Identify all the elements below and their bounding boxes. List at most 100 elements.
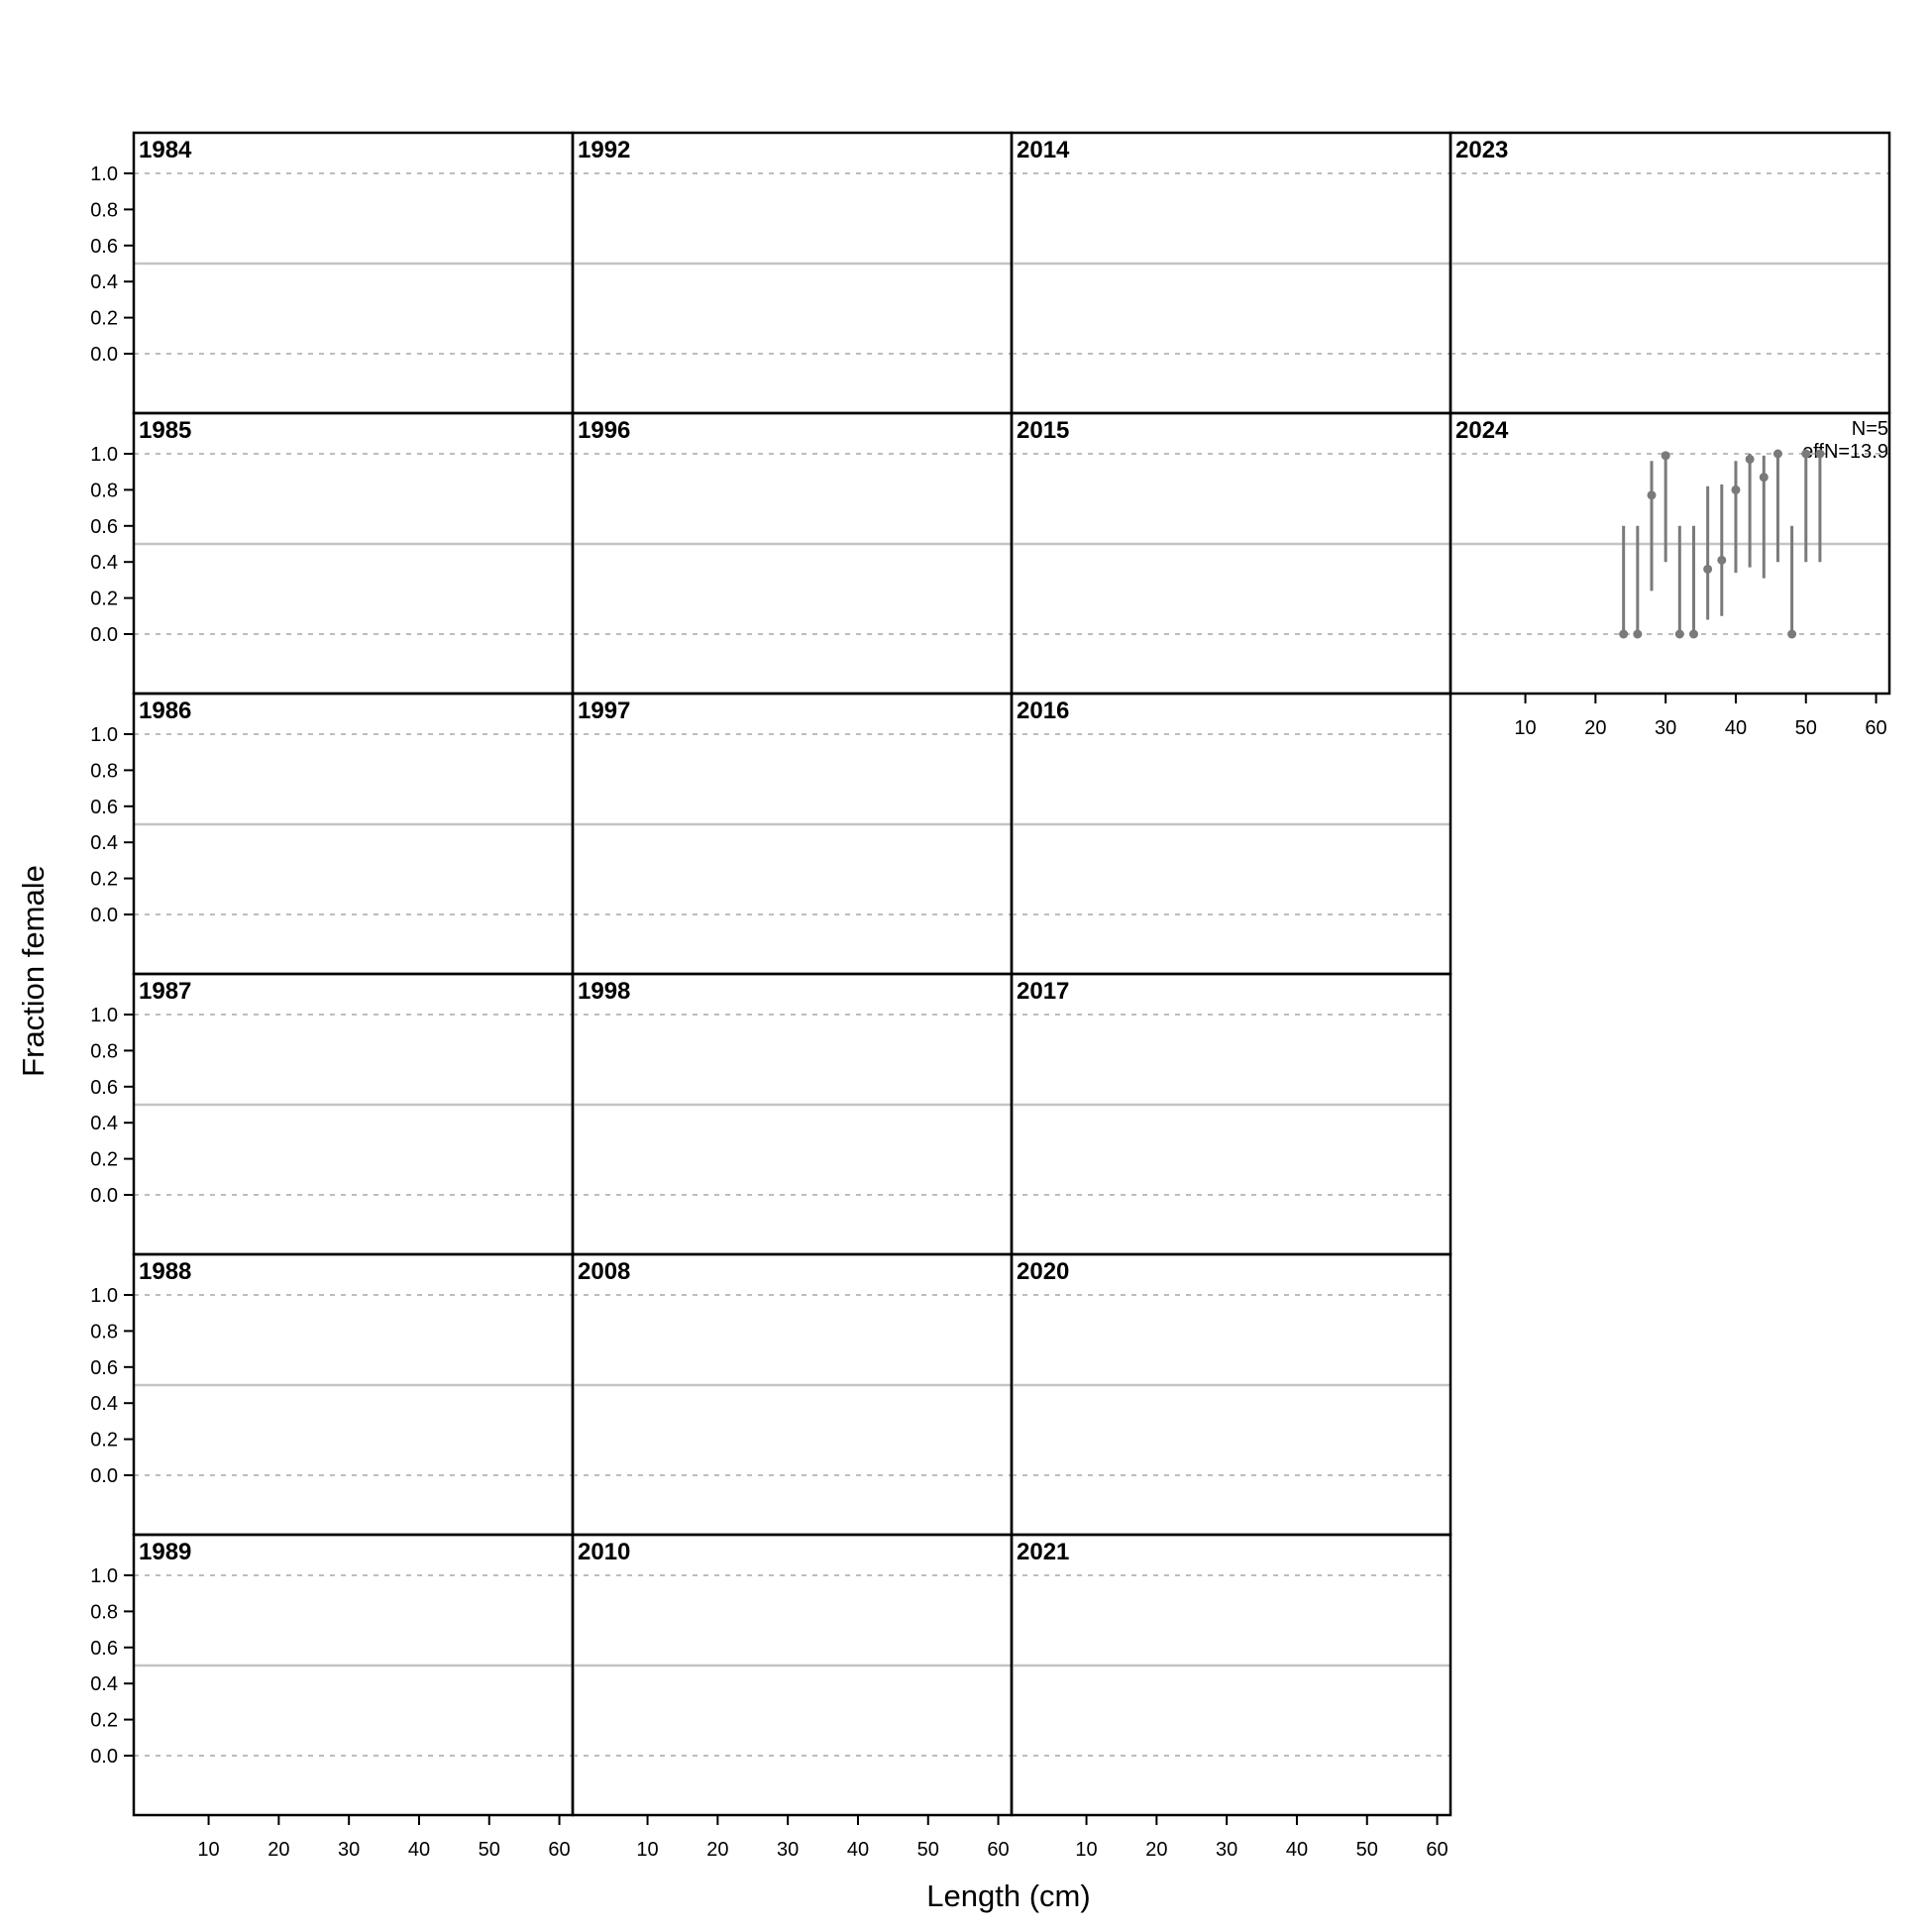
x-tick-label: 40 — [408, 1839, 430, 1861]
panel-year-label: 1992 — [578, 137, 630, 163]
x-tick-label: 10 — [197, 1839, 219, 1861]
y-tick-label: 0.2 — [90, 589, 118, 610]
panel-year-label: 2010 — [578, 1539, 630, 1565]
data-point — [1717, 555, 1727, 565]
y-tick-label: 1.0 — [90, 724, 118, 746]
data-point — [1619, 629, 1629, 639]
x-tick-label: 50 — [1356, 1839, 1378, 1861]
panel-1984: 1984 0.0 0.2 0.4 0.6 0.8 1.0 — [90, 131, 575, 415]
data-point — [1731, 484, 1741, 494]
panel-year-label: 1987 — [139, 978, 191, 1005]
x-tick-label: 50 — [1795, 717, 1817, 739]
x-tick-label: 30 — [1216, 1839, 1237, 1861]
x-tick-label: 60 — [1426, 1839, 1448, 1861]
x-tick-label: 10 — [636, 1839, 658, 1861]
y-tick-label: 0.6 — [90, 797, 118, 818]
data-point — [1661, 451, 1670, 461]
panel-year-label: 2024 — [1455, 417, 1509, 444]
x-tick-label: 30 — [338, 1839, 360, 1861]
x-tick-label: 30 — [777, 1839, 799, 1861]
panel-frame — [571, 131, 1014, 415]
panel-frame — [571, 411, 1014, 696]
panel-frame — [1010, 1533, 1452, 1817]
y-tick-label: 0.6 — [90, 236, 118, 258]
y-tick-label: 0.4 — [90, 832, 118, 854]
y-tick-label: 0.0 — [90, 1465, 118, 1487]
panel-1989: 1989 0.0 0.2 0.4 0.6 0.8 1.0 10 20 30 40 50 60 — [90, 1533, 575, 1861]
panel-1992: 1992 — [571, 131, 1014, 415]
data-point — [1815, 449, 1825, 459]
panel-2017: 2017 — [1010, 972, 1452, 1256]
y-tick-label: 0.0 — [90, 905, 118, 926]
panel-1998: 1998 — [571, 972, 1014, 1256]
panel-frame — [571, 1252, 1014, 1537]
panel-frame — [1010, 131, 1452, 415]
panel-frame — [132, 1252, 575, 1537]
panel-2014: 2014 — [1010, 131, 1452, 415]
panel-frame — [571, 972, 1014, 1256]
panel-frame — [1010, 411, 1452, 696]
data-point — [1787, 629, 1797, 639]
panel-2021: 2021 10 20 30 40 50 60 — [1010, 1533, 1452, 1861]
data-point — [1772, 449, 1782, 459]
y-tick-label: 0.6 — [90, 1357, 118, 1379]
y-tick-label: 0.0 — [90, 1746, 118, 1768]
y-tick-label: 1.0 — [90, 163, 118, 185]
y-axis-title: Fraction female — [16, 865, 51, 1077]
panel-frame — [132, 972, 575, 1256]
panel-year-label: 2021 — [1017, 1539, 1069, 1565]
y-tick-label: 1.0 — [90, 1565, 118, 1587]
x-tick-label: 30 — [1655, 717, 1676, 739]
x-tick-label: 20 — [268, 1839, 289, 1861]
y-tick-label: 0.0 — [90, 1185, 118, 1207]
y-tick-label: 0.2 — [90, 1149, 118, 1171]
panel-1988: 1988 0.0 0.2 0.4 0.6 0.8 1.0 — [90, 1252, 575, 1537]
x-tick-label: 20 — [706, 1839, 728, 1861]
y-tick-label: 1.0 — [90, 1005, 118, 1026]
panel-year-label: 1997 — [578, 698, 630, 724]
panel-2023: 2023 — [1449, 131, 1891, 415]
x-axis-title: Length (cm) — [926, 1878, 1090, 1913]
y-tick-label: 1.0 — [90, 444, 118, 466]
panel-1997: 1997 — [571, 692, 1014, 976]
panel-1996: 1996 — [571, 411, 1014, 696]
panel-year-label: 1989 — [139, 1539, 191, 1565]
x-tick-label: 40 — [1725, 717, 1747, 739]
panel-year-label: 2008 — [578, 1258, 630, 1285]
y-tick-label: 0.6 — [90, 516, 118, 538]
panel-year-label: 2014 — [1017, 137, 1070, 163]
y-tick-label: 0.8 — [90, 1321, 118, 1342]
y-tick-label: 0.8 — [90, 760, 118, 782]
y-tick-label: 0.2 — [90, 1430, 118, 1451]
panel-2015: 2015 — [1010, 411, 1452, 696]
panel-frame — [132, 131, 575, 415]
panel-frame — [132, 692, 575, 976]
y-tick-label: 0.8 — [90, 480, 118, 501]
panel-frame — [571, 1533, 1014, 1817]
data-point — [1633, 629, 1643, 639]
data-point — [1801, 449, 1811, 459]
panel-year-label: 1985 — [139, 417, 191, 444]
x-tick-label: 40 — [1286, 1839, 1308, 1861]
y-tick-label: 0.2 — [90, 869, 118, 891]
x-tick-label: 20 — [1145, 1839, 1167, 1861]
panel-1987: 1987 0.0 0.2 0.4 0.6 0.8 1.0 — [90, 972, 575, 1256]
panel-frame — [1010, 692, 1452, 976]
panel-frame — [1449, 131, 1891, 415]
x-tick-label: 10 — [1514, 717, 1536, 739]
x-tick-label: 60 — [987, 1839, 1009, 1861]
y-tick-label: 0.4 — [90, 552, 118, 574]
panel-year-label: 2020 — [1017, 1258, 1069, 1285]
data-point — [1647, 490, 1657, 500]
panel-annotation: N=5 — [1852, 418, 1888, 440]
y-tick-label: 0.6 — [90, 1077, 118, 1099]
x-tick-label: 20 — [1584, 717, 1606, 739]
y-tick-label: 0.4 — [90, 1673, 118, 1695]
panel-year-label: 1986 — [139, 698, 191, 724]
y-tick-label: 0.0 — [90, 344, 118, 366]
y-tick-label: 1.0 — [90, 1285, 118, 1307]
panel-frame — [571, 692, 1014, 976]
